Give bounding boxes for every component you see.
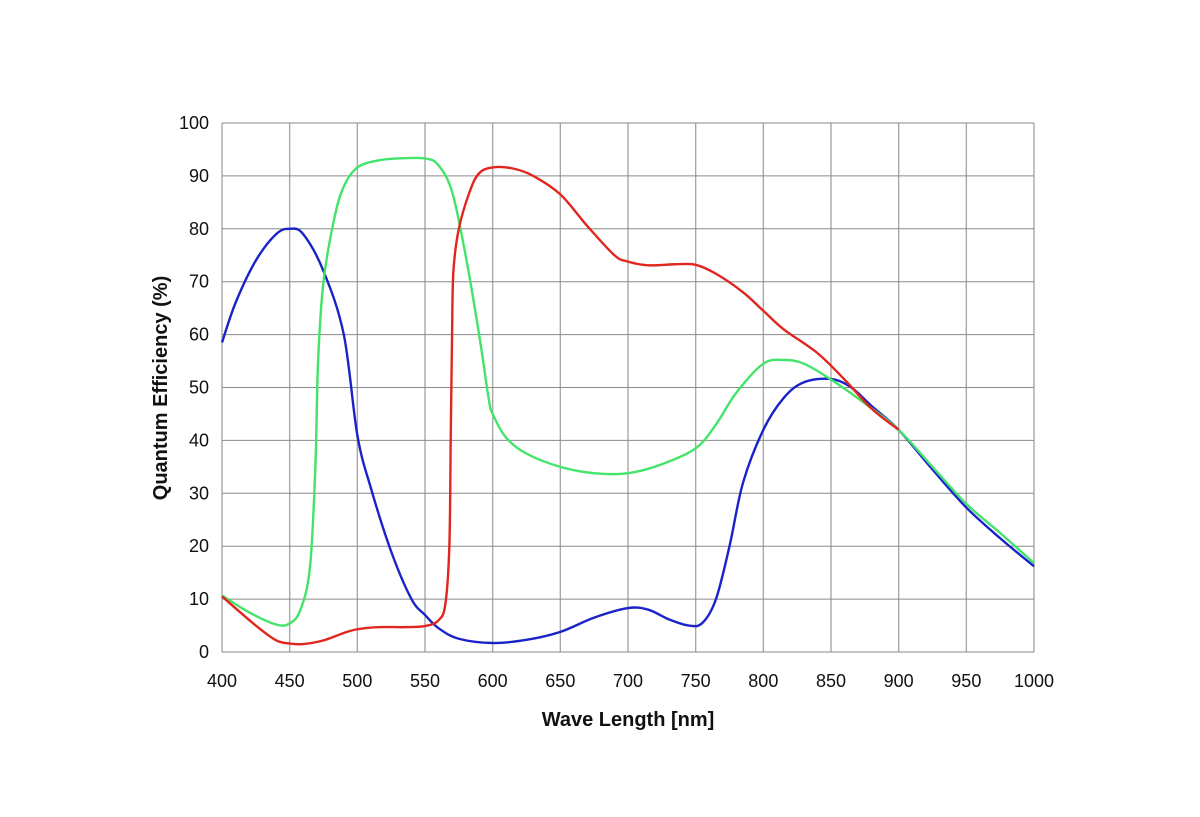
- x-tick-label: 950: [951, 671, 981, 691]
- y-tick-label: 60: [189, 325, 209, 345]
- x-tick-label: 400: [207, 671, 237, 691]
- x-tick-label: 1000: [1014, 671, 1054, 691]
- x-tick-label: 650: [545, 671, 575, 691]
- grid: [221, 122, 1035, 653]
- x-tick-labels: 400 450 500 550 600 650 700 750 800 850 900 950 1000: [207, 671, 1054, 691]
- y-tick-labels: 0 10 20 30 40 50 60 70 80 90 100: [179, 113, 209, 662]
- x-tick-label: 700: [613, 671, 643, 691]
- y-tick-label: 30: [189, 483, 209, 503]
- x-tick-label: 450: [275, 671, 305, 691]
- x-tick-label: 600: [478, 671, 508, 691]
- y-tick-label: 70: [189, 272, 209, 292]
- x-tick-label: 500: [342, 671, 372, 691]
- y-tick-label: 90: [189, 166, 209, 186]
- series-line-2: [221, 156, 1035, 627]
- series-line-1: [220, 227, 1035, 645]
- y-tick-label: 50: [189, 378, 209, 398]
- x-axis-label: Wave Length [nm]: [542, 709, 715, 731]
- series-line-3: [221, 165, 900, 646]
- x-tick-label: 750: [681, 671, 711, 691]
- x-tick-label: 900: [884, 671, 914, 691]
- y-axis-label: Quantum Efficiency (%): [150, 276, 172, 500]
- y-tick-label: 0: [199, 642, 209, 662]
- y-tick-label: 40: [189, 430, 209, 450]
- x-tick-label: 800: [748, 671, 778, 691]
- x-tick-label: 550: [410, 671, 440, 691]
- series-lines: [220, 156, 1035, 646]
- x-tick-label: 850: [816, 671, 846, 691]
- y-tick-label: 10: [189, 589, 209, 609]
- y-tick-label: 20: [189, 536, 209, 556]
- y-tick-label: 80: [189, 219, 209, 239]
- y-tick-label: 100: [179, 113, 209, 133]
